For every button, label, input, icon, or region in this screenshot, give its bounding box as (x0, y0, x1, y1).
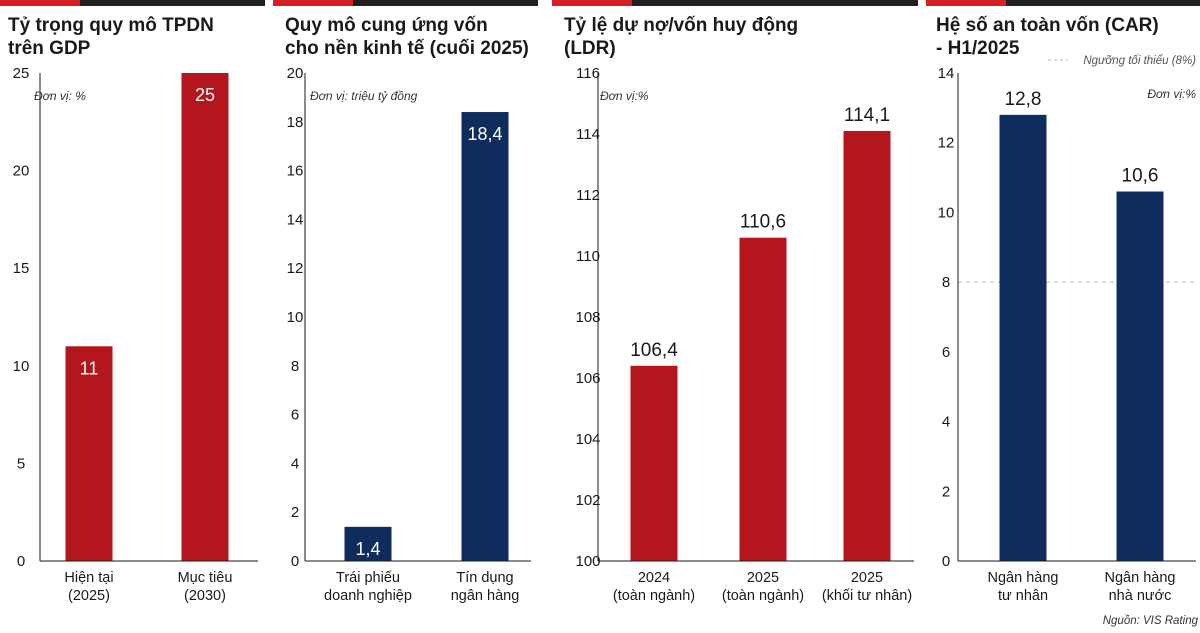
chart-svg-1: 0 5 10 15 20 25 Đơn vị: % 11 Hiện tại (2025) 25 Mục… (13, 65, 258, 604)
bar (181, 73, 229, 561)
category-label: Hiện tại (64, 570, 113, 586)
chart-title: Tỷ lệ dự nợ/vốn huy động (LDR) (564, 15, 799, 59)
y-tick-label: 0 (291, 553, 299, 570)
y-tick-label: 116 (576, 65, 600, 82)
category-label: (khối tư nhân) (822, 588, 912, 604)
unit-label: Đơn vị:% (600, 89, 649, 103)
category-label: (toàn ngành) (722, 588, 804, 604)
y-tick-label: 2 (942, 483, 950, 500)
category-label: ngân hàng (451, 588, 520, 604)
data-label: 18,4 (467, 124, 502, 144)
y-tick-label: 8 (942, 274, 950, 291)
chart-title: Quy mô cung ứng vốn cho nền kinh tế (cuố… (285, 15, 529, 59)
y-tick-label: 0 (17, 553, 25, 570)
y-tick-label: 4 (942, 414, 950, 431)
panel-top-bar (926, 0, 1200, 6)
source-note: Nguồn: VIS Rating (1103, 615, 1199, 627)
bar (65, 346, 113, 561)
category-label: 2024 (638, 570, 670, 586)
y-tick-label: 114 (576, 126, 600, 143)
y-tick-label: 5 (17, 455, 25, 472)
y-tick-label: 12 (287, 260, 304, 277)
y-tick-label: 106 (575, 370, 600, 387)
bar (630, 365, 678, 561)
y-tick-label: 10 (13, 358, 30, 375)
category-label: Ngân hàng (988, 570, 1059, 586)
bar (461, 112, 509, 561)
chart-panel-2: Quy mô cung ứng vốn cho nền kinh tế (cuố… (273, 0, 538, 633)
y-tick-label: 14 (938, 65, 955, 82)
category-label: 2025 (747, 570, 779, 586)
category-label: (2030) (184, 588, 226, 604)
chart-svg-4: 0 2 4 6 8 10 12 14 Ngưỡng tối thiểu (8%) Đơn vị:%… (938, 55, 1199, 627)
y-tick-label: 25 (13, 65, 30, 82)
y-tick-label: 2 (291, 504, 299, 521)
y-tick-label: 10 (938, 204, 955, 221)
category-label: (toàn ngành) (613, 588, 695, 604)
chart-panel-4: Hệ số an toàn vốn (CAR) - H1/2025 0 2 4 6 8 1… (926, 0, 1200, 633)
data-label: 1,4 (355, 539, 380, 559)
chart-panel-3: Tỷ lệ dự nợ/vốn huy động (LDR) 100 102 104… (552, 0, 918, 633)
data-label: 114,1 (844, 105, 890, 126)
legend-label: Ngưỡng tối thiểu (8%) (1083, 55, 1196, 67)
y-tick-label: 20 (13, 163, 30, 180)
panel-top-bar (273, 0, 538, 6)
category-label: Tín dụng (456, 570, 513, 586)
data-label: 10,6 (1122, 166, 1159, 187)
data-label: 12,8 (1005, 89, 1042, 110)
bar (999, 114, 1047, 561)
y-tick-label: 110 (576, 248, 600, 265)
y-tick-label: 6 (942, 344, 950, 361)
y-tick-label: 14 (287, 211, 304, 228)
y-tick-label: 4 (291, 455, 299, 472)
category-label: Ngân hàng (1105, 570, 1176, 586)
bar (843, 130, 891, 561)
y-tick-label: 0 (942, 553, 950, 570)
data-label: 11 (80, 358, 99, 378)
panel-top-bar (0, 0, 265, 6)
unit-label: Đơn vị: triệu tỷ đồng (310, 89, 418, 103)
chart-title: Tỷ trọng quy mô TPDN trên GDP (8, 15, 214, 59)
y-tick-label: 15 (13, 260, 30, 277)
category-label: Mục tiêu (178, 570, 233, 586)
chart-svg-2: 0 2 4 6 8 10 12 14 16 18 20 Đơn vị: triệu tỷ đồng 1,… (287, 65, 531, 604)
y-tick-label: 104 (575, 431, 600, 448)
y-tick-label: 20 (287, 65, 304, 82)
category-label: (2025) (68, 588, 110, 604)
y-tick-label: 12 (938, 135, 955, 152)
y-tick-label: 10 (287, 309, 304, 326)
bar (739, 237, 787, 561)
y-tick-label: 6 (291, 407, 299, 424)
data-label: 106,4 (630, 340, 678, 361)
y-tick-label: 108 (575, 309, 600, 326)
unit-label: Đơn vị:% (1147, 87, 1196, 101)
category-label: tư nhân (998, 588, 1048, 604)
data-label: 25 (195, 85, 215, 105)
category-label: doanh nghiệp (324, 588, 412, 604)
chart-title: Hệ số an toàn vốn (CAR) - H1/2025 (936, 15, 1159, 59)
y-tick-label: 8 (291, 358, 299, 375)
category-label: Trái phiếu (336, 570, 400, 586)
y-tick-label: 112 (576, 187, 600, 204)
chart-panel-1: Tỷ trọng quy mô TPDN trên GDP 0 5 10 15 20 25… (0, 0, 265, 633)
y-tick-label: 16 (287, 163, 304, 180)
category-label: 2025 (851, 570, 883, 586)
category-label: nhà nước (1109, 588, 1172, 604)
y-tick-label: 18 (287, 114, 304, 131)
bar (1116, 191, 1164, 561)
y-tick-label: 100 (575, 553, 600, 570)
bar (344, 526, 392, 561)
panel-top-bar (552, 0, 918, 6)
y-tick-label: 102 (575, 492, 600, 509)
unit-label: Đơn vị: % (34, 89, 86, 103)
data-label: 110,6 (740, 212, 786, 233)
